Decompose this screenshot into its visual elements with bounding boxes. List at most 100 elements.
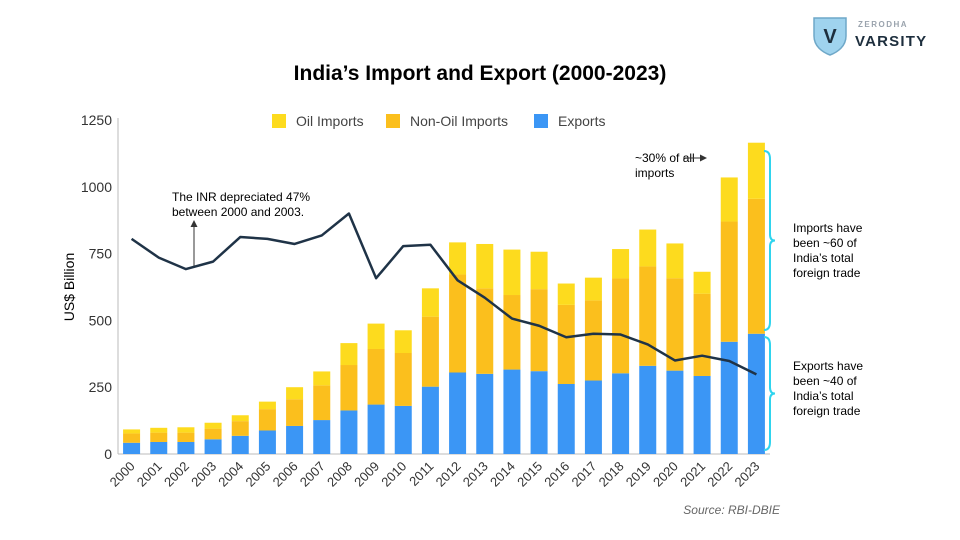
bar-oil-imports-2014 [503,249,521,296]
bar-non-oil-imports-2013 [476,288,494,374]
x-tick-label: 2016 [541,459,572,490]
oil-share-arrowhead [700,154,707,162]
bar-exports-2006 [286,425,304,454]
bar-oil-imports-2009 [367,323,385,349]
bar-exports-2013 [476,373,494,454]
bar-non-oil-imports-2018 [612,278,630,374]
inr-annotation: between 2000 and 2003. [172,205,304,219]
x-tick-label: 2012 [433,459,464,490]
x-tick-label: 2003 [188,459,219,490]
bar-non-oil-imports-2008 [340,365,358,411]
y-tick-label: 750 [89,246,113,262]
y-tick-label: 250 [89,379,113,395]
bar-non-oil-imports-2020 [666,278,684,371]
bar-non-oil-imports-2019 [639,266,657,366]
bar-oil-imports-2020 [666,243,684,279]
bar-non-oil-imports-2016 [557,304,575,384]
exports-annotation: been ~40 of [793,374,857,388]
bar-non-oil-imports-2022 [720,221,738,342]
legend-swatch [534,114,548,128]
bar-exports-2010 [394,405,412,454]
exports-annotation: Exports have [793,359,863,373]
bar-oil-imports-2016 [557,283,575,305]
varsity-logo: V [812,16,932,58]
bar-non-oil-imports-2015 [530,289,548,372]
x-tick-label: 2018 [596,459,627,490]
bar-oil-imports-2018 [612,249,630,279]
bar-oil-imports-2015 [530,251,548,290]
exports-annotation: foreign trade [793,404,861,418]
x-tick-label: 2009 [351,459,382,490]
bar-non-oil-imports-2021 [693,293,711,376]
trend-line [130,212,757,376]
bar-exports-2019 [639,365,657,454]
x-tick-label: 2002 [161,459,192,490]
exports-brace [763,336,776,451]
svg-text:V: V [823,26,837,48]
bar-exports-2001 [150,441,168,454]
bar-non-oil-imports-2003 [204,428,222,440]
bar-oil-imports-2023 [747,142,765,199]
y-tick-label: 0 [104,446,112,462]
bar-oil-imports-2021 [693,271,711,294]
x-tick-label: 2004 [215,459,246,490]
bar-oil-imports-2000 [123,429,141,434]
bar-exports-2007 [313,420,331,454]
imports-annotation: been ~60 of [793,236,857,250]
bar-exports-2002 [177,441,195,454]
bar-non-oil-imports-2014 [503,295,521,370]
bar-exports-2005 [258,430,276,454]
exports-annotation: India’s total [793,389,854,403]
bar-exports-2015 [530,371,548,454]
x-tick-label: 2011 [406,459,436,489]
bar-oil-imports-2007 [313,371,331,386]
bar-exports-2023 [747,333,765,454]
inr-arrowhead [190,220,198,227]
bar-exports-2003 [204,439,222,454]
bar-oil-imports-2008 [340,343,358,366]
bar-oil-imports-2019 [639,229,657,267]
bar-oil-imports-2017 [584,277,602,301]
shield-icon: V [813,17,847,56]
bar-non-oil-imports-2002 [177,432,195,442]
y-tick-label: 1000 [81,179,112,195]
bar-oil-imports-2011 [421,288,439,317]
bar-oil-imports-2013 [476,243,494,289]
bar-oil-imports-2010 [394,330,412,353]
bar-exports-2000 [123,442,141,454]
x-tick-label: 2020 [650,459,681,490]
bar-exports-2011 [421,386,439,454]
y-tick-label: 1250 [81,112,112,128]
bar-oil-imports-2001 [150,427,168,433]
bar-non-oil-imports-2023 [747,198,765,334]
imports-annotation: India’s total [793,251,854,265]
bar-oil-imports-2022 [720,177,738,222]
bar-exports-2020 [666,370,684,454]
x-tick-label: 2000 [107,459,138,490]
x-tick-label: 2015 [514,459,545,490]
bar-exports-2004 [231,435,249,454]
x-tick-label: 2021 [677,459,708,490]
x-tick-label: 2007 [297,459,328,490]
brand-sub-label: ZERODHA [858,20,909,29]
bar-non-oil-imports-2010 [394,352,412,406]
legend-swatch [386,114,400,128]
imports-brace [763,150,776,331]
source-note: Source: RBI-DBIE [683,503,780,517]
bar-exports-2017 [584,380,602,454]
legend-label: Oil Imports [296,113,364,129]
y-tick-label: 500 [89,312,113,328]
x-tick-label: 2008 [324,459,355,490]
oil-share-annotation: imports [635,166,674,180]
bar-exports-2008 [340,410,358,454]
bar-non-oil-imports-2004 [231,421,249,436]
bar-exports-2009 [367,404,385,454]
x-tick-label: 2017 [568,459,599,490]
x-tick-label: 2006 [270,459,301,490]
bar-non-oil-imports-2001 [150,432,168,442]
bar-exports-2022 [720,341,738,454]
bar-exports-2018 [612,373,630,454]
x-tick-label: 2005 [242,459,273,490]
chart-title: India’s Import and Export (2000-2023) [293,62,667,85]
